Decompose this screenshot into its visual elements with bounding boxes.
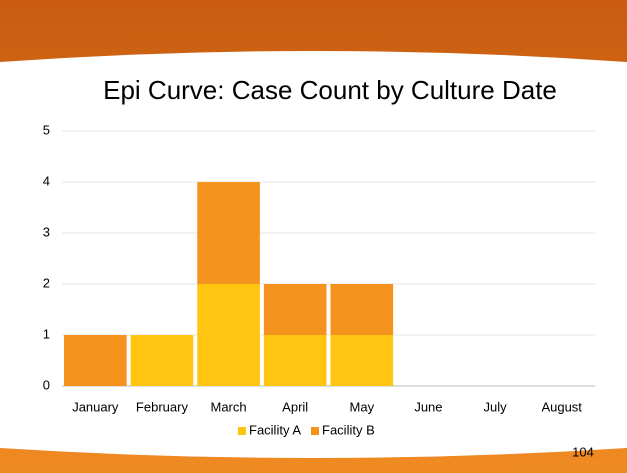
bar-segment <box>263 284 327 335</box>
bar-segment <box>130 335 194 386</box>
bar-segment <box>263 335 327 386</box>
x-tick-label: April <box>282 399 308 414</box>
bar-segment <box>197 284 260 386</box>
bar-segment <box>197 182 260 284</box>
y-tick-label: 5 <box>43 122 50 137</box>
x-tick-label: March <box>211 399 247 414</box>
bar-segment <box>330 335 394 386</box>
legend-label: Facility B <box>322 422 375 437</box>
bar-segment <box>63 335 127 386</box>
x-tick-label: January <box>72 399 119 414</box>
y-tick-label: 0 <box>43 377 50 392</box>
y-tick-label: 4 <box>43 173 50 188</box>
slide-panel <box>0 51 627 458</box>
x-tick-label: July <box>484 399 508 414</box>
x-tick-label: August <box>541 399 582 414</box>
y-tick-label: 2 <box>43 275 50 290</box>
bar-segment <box>330 284 394 335</box>
y-tick-label: 1 <box>43 326 50 341</box>
page-number: 104 <box>572 444 594 459</box>
x-tick-label: June <box>414 399 442 414</box>
legend-label: Facility A <box>249 422 301 437</box>
legend-swatch <box>238 427 246 435</box>
legend-swatch <box>311 427 320 435</box>
chart-title: Epi Curve: Case Count by Culture Date <box>103 75 557 105</box>
y-tick-label: 3 <box>43 224 50 239</box>
x-tick-label: May <box>350 399 375 414</box>
x-tick-label: February <box>136 399 189 414</box>
